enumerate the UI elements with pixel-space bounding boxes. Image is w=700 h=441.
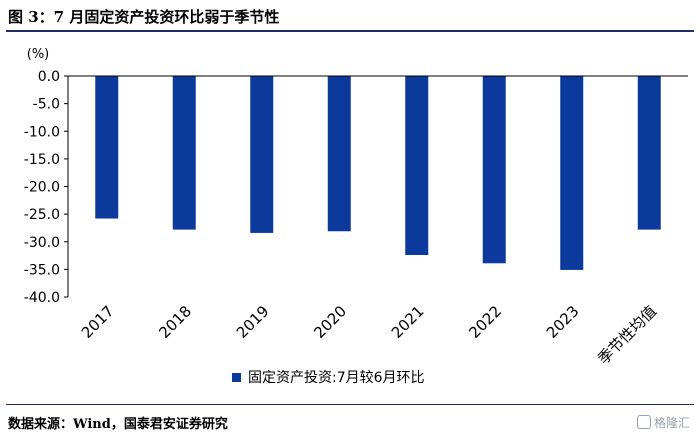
y-axis-unit-label: (%) bbox=[27, 47, 50, 62]
bar bbox=[405, 76, 429, 256]
y-tick-label: -40.0 bbox=[24, 290, 60, 306]
x-tick-label: 2021 bbox=[388, 302, 428, 342]
bar bbox=[637, 76, 661, 230]
x-tick-label: 2019 bbox=[233, 302, 273, 342]
y-tick-label: -15.0 bbox=[24, 152, 60, 168]
y-tick-label: -20.0 bbox=[24, 180, 60, 196]
watermark-logo-icon bbox=[636, 415, 651, 429]
y-tick-label: -5.0 bbox=[33, 97, 60, 113]
bar bbox=[327, 76, 351, 232]
bar-chart: (%) 0.0 -5.0 -10.0 -15.0 -20.0 -25.0 -30.0 -35.0… bbox=[24, 47, 688, 386]
bar bbox=[250, 76, 274, 233]
bar bbox=[560, 76, 584, 270]
y-tick-label: -35.0 bbox=[24, 262, 60, 278]
chart-title: 图 3：7 月固定资产投资环比弱于季节性 bbox=[8, 8, 280, 26]
watermark-text: 格隆汇 bbox=[653, 416, 690, 430]
x-tick-label: 2018 bbox=[155, 302, 195, 342]
source-note: 数据来源：Wind，国泰君安证券研究 bbox=[8, 417, 228, 432]
y-tick-label: 0.0 bbox=[38, 69, 60, 85]
x-tick-label: 2023 bbox=[543, 302, 583, 342]
x-tick-label: 季节性均值 bbox=[594, 302, 660, 368]
y-tick-label: -10.0 bbox=[24, 124, 60, 140]
footer-rule bbox=[6, 404, 694, 405]
x-tick-label: 2017 bbox=[78, 302, 118, 342]
x-tick-label: 2022 bbox=[465, 302, 505, 342]
legend-label: 固定资产投资:7月较6月环比 bbox=[248, 370, 425, 386]
title-rule bbox=[6, 30, 694, 32]
legend-swatch bbox=[232, 373, 241, 382]
x-tick-label: 2020 bbox=[310, 302, 350, 342]
y-tick-label: -25.0 bbox=[24, 207, 60, 223]
watermark: 格隆汇 bbox=[636, 414, 690, 431]
bar bbox=[95, 76, 119, 219]
bar bbox=[482, 76, 506, 264]
bar bbox=[172, 76, 196, 230]
y-tick-label: -30.0 bbox=[24, 235, 60, 251]
